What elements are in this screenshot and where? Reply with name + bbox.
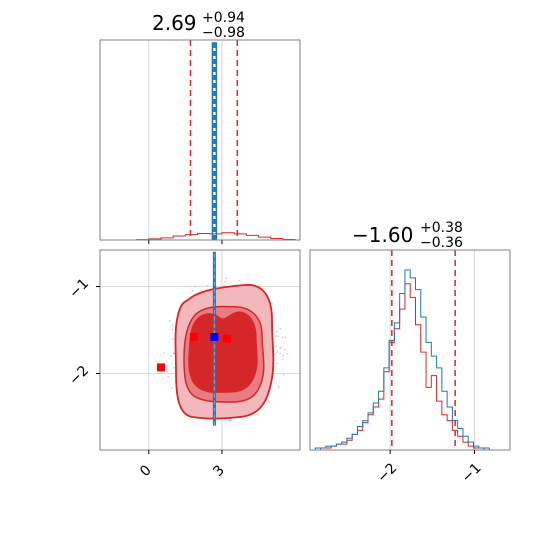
sample-dot (282, 374, 285, 376)
top-panel-title-plus: +0.94 (202, 10, 245, 26)
sample-dot (171, 324, 174, 327)
panel-frame-top-left (100, 40, 300, 240)
contour-panel (156, 251, 289, 426)
red-square-marker (156, 363, 165, 372)
contour-x-tick-label: 0 (137, 462, 155, 480)
sample-dot (279, 347, 282, 349)
red-square-marker (222, 334, 231, 343)
sample-dot (224, 280, 227, 283)
red-square-marker (189, 332, 198, 341)
top-panel-title-minus: −0.98 (202, 25, 245, 41)
panel-frame-bottom-right (310, 250, 510, 450)
bottom-histogram-panel (310, 250, 510, 450)
bottom-blue-histogram (310, 269, 510, 450)
sample-dot (165, 368, 168, 371)
sample-dot (275, 335, 278, 337)
contour-x-tick-label: 3 (210, 462, 228, 480)
contour-y-tick-label: −1 (66, 276, 92, 302)
top-red-histogram (124, 232, 296, 241)
sample-dot (257, 413, 259, 415)
sample-dot (227, 419, 230, 422)
sample-dot (278, 386, 280, 389)
bottom-red-histogram (310, 283, 510, 450)
sample-dot (163, 351, 165, 354)
sample-dot (170, 354, 173, 357)
sample-dot (230, 419, 233, 422)
sample-dot (273, 353, 276, 356)
sample-dot (194, 285, 197, 288)
sample-dot (268, 401, 271, 404)
sample-dot (223, 284, 225, 287)
contour-inner-fill (188, 311, 258, 393)
sample-dot (277, 335, 280, 338)
sample-dot (172, 352, 175, 355)
panel-border-top-left (99, 39, 301, 241)
sample-dot (276, 351, 279, 353)
panel-border-bottom-left (99, 249, 301, 451)
sample-dot (167, 376, 170, 378)
top-histogram-panel (124, 40, 296, 244)
sample-dot (284, 336, 287, 339)
sample-dot (282, 358, 285, 361)
sample-dot (166, 370, 168, 373)
sample-dot (275, 330, 278, 333)
sample-dot (279, 327, 282, 330)
sample-dot (206, 284, 209, 287)
sample-dot (168, 319, 171, 322)
sample-dot (286, 352, 289, 355)
bottom-hist-clip-group (310, 269, 510, 450)
bottom-hist-x-tick-label: −2 (374, 460, 400, 486)
bottom-panel-title-minus: −0.36 (420, 235, 463, 251)
bottom-panel-title-plus: +0.38 (420, 220, 463, 236)
sample-dot (225, 277, 228, 280)
bottom-panel-title-value: −1.60 (352, 223, 413, 247)
contour-y-tick-label: −2 (66, 363, 92, 389)
top-panel-title-value: 2.69 (152, 11, 197, 35)
sample-dot (283, 348, 286, 351)
panel-border-bottom-right (309, 249, 511, 451)
sample-dot (238, 279, 241, 282)
sample-dot (276, 362, 279, 365)
sample-dot (191, 289, 194, 292)
bottom-hist-x-tick-label: −1 (459, 460, 485, 486)
blue-square-marker (210, 332, 219, 341)
contour-markers (156, 251, 231, 426)
sample-dot (216, 420, 219, 423)
sample-dot (200, 289, 203, 291)
sample-dot (172, 338, 174, 340)
sample-dot (279, 352, 281, 355)
sample-dot (171, 328, 174, 331)
sample-dot (172, 366, 175, 369)
sample-dot (271, 302, 273, 305)
sample-dot (171, 387, 174, 390)
sample-dot (281, 336, 284, 338)
sample-dot (275, 345, 278, 348)
sample-dot (281, 354, 284, 357)
